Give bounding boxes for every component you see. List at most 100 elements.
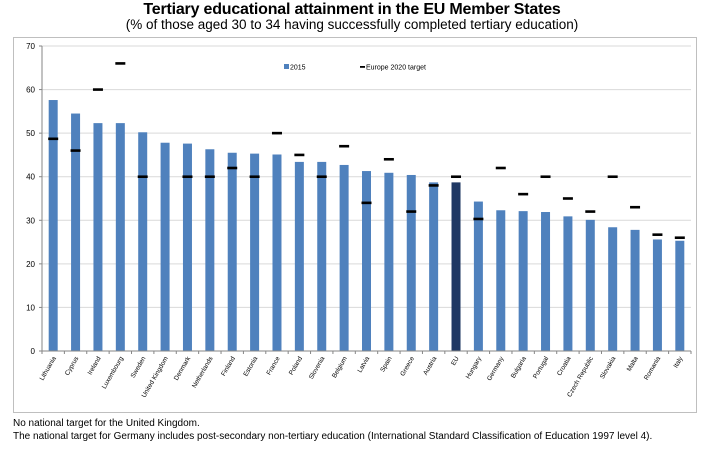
bar-estonia: [250, 153, 260, 351]
bar-austria: [429, 182, 439, 351]
target-marker-croatia: [562, 197, 573, 200]
x-tick-label: Luxembourg: [101, 355, 125, 390]
target-marker-romania: [652, 233, 663, 236]
legend-swatch-2015: [284, 64, 289, 69]
x-tick-label: Slovenia: [308, 355, 327, 380]
x-tick-label: Estonia: [242, 355, 259, 378]
x-tick-label: Hungary: [465, 355, 484, 380]
y-tick-label: 50: [26, 129, 35, 138]
bar-bulgaria: [518, 211, 528, 351]
x-tick-label: Germany: [486, 355, 506, 382]
bar-denmark: [182, 143, 192, 351]
target-marker-portugal: [540, 175, 551, 179]
x-tick-label: Malta: [626, 355, 640, 373]
target-marker-cyprus: [70, 149, 81, 152]
x-tick-label: Croatia: [556, 355, 573, 377]
x-tick-label: Romania: [643, 355, 662, 381]
y-tick-label: 10: [26, 303, 35, 312]
x-tick-label: Netherlands: [191, 355, 215, 390]
legend-swatch-target: [360, 66, 365, 68]
bar-hungary: [473, 201, 483, 351]
chart-subtitle: (% of those aged 30 to 34 having success…: [125, 17, 579, 32]
target-marker-hungary: [473, 217, 484, 221]
bar-poland: [294, 161, 304, 351]
target-marker-slovakia: [607, 175, 618, 179]
x-tick-label: Cyprus: [64, 355, 81, 377]
bar-italy: [675, 240, 685, 351]
bar-united-kingdom: [160, 142, 170, 351]
bar-spain: [384, 172, 394, 351]
x-tick-label: Greece: [399, 355, 416, 377]
legend-label-2015: 2015: [290, 65, 306, 72]
target-marker-netherlands: [204, 175, 215, 179]
x-tick-label: Spain: [379, 355, 394, 373]
x-tick-label: EU: [450, 355, 461, 367]
footnote-uk: No national target for the United Kingdo…: [13, 418, 200, 429]
target-marker-bulgaria: [518, 192, 529, 196]
bar-slovakia: [608, 227, 618, 351]
bar-belgium: [339, 164, 349, 351]
target-marker-finland: [227, 166, 238, 170]
target-marker-eu: [451, 175, 462, 179]
bar-sweden: [138, 132, 148, 351]
x-tick-label: Italy: [673, 355, 685, 369]
target-marker-italy: [674, 236, 685, 240]
target-marker-malta: [630, 205, 641, 209]
bar-luxembourg: [115, 123, 125, 351]
bar-czech-republic: [585, 219, 595, 351]
target-marker-czech-republic: [585, 210, 596, 213]
x-tick-label: Finland: [220, 355, 237, 377]
bar-lithuania: [48, 100, 58, 352]
x-tick-label: Bulgaria: [510, 355, 528, 379]
bar-portugal: [541, 212, 551, 351]
target-marker-france: [271, 131, 282, 135]
x-tick-label: Denmark: [173, 355, 193, 382]
y-tick-label: 0: [31, 347, 36, 356]
y-tick-label: 20: [26, 260, 35, 269]
bar-france: [272, 154, 282, 351]
x-tick-label: Lithuania: [39, 355, 58, 382]
y-axis: 0 10 20 30 40 50 60 70: [26, 42, 43, 356]
y-tick-label: 70: [26, 42, 35, 51]
x-tick-label: France: [266, 355, 282, 376]
x-tick-label: Belgium: [331, 356, 349, 380]
target-marker-belgium: [339, 144, 350, 148]
footnote-germany: The national target for Germany includes…: [13, 431, 653, 442]
legend-label-target: Europe 2020 target: [366, 65, 426, 72]
target-marker-austria: [428, 184, 439, 187]
target-marker-spain: [383, 157, 394, 161]
bar-eu: [451, 182, 461, 351]
x-tick-label: Slovakia: [599, 355, 618, 380]
target-marker-poland: [294, 153, 305, 157]
target-marker-ireland: [92, 88, 103, 91]
bar-greece: [406, 174, 416, 351]
bars-2015: [48, 100, 685, 352]
target-marker-latvia: [361, 201, 372, 205]
bar-croatia: [563, 216, 573, 351]
y-tick-label: 60: [26, 86, 35, 95]
bar-ireland: [93, 123, 103, 351]
x-tick-label: Poland: [288, 355, 304, 376]
legend: 2015 Europe 2020 target: [284, 64, 426, 72]
target-marker-greece: [406, 210, 417, 213]
target-marker-germany: [495, 166, 506, 170]
x-tick-label: Ireland: [87, 355, 103, 376]
bar-germany: [496, 210, 506, 351]
target-marker-luxembourg: [115, 62, 126, 65]
x-tick-label: Latvia: [356, 355, 371, 374]
x-tick-label: Sweden: [130, 355, 148, 379]
target-markers: [48, 62, 685, 240]
x-tick-label: Portugal: [532, 355, 550, 380]
target-marker-denmark: [182, 175, 193, 179]
bar-latvia: [362, 171, 371, 351]
y-tick-label: 40: [26, 173, 35, 182]
bar-cyprus: [71, 113, 81, 352]
bar-netherlands: [205, 149, 215, 351]
target-marker-sweden: [137, 175, 148, 179]
bar-romania: [652, 239, 662, 351]
x-tick-label: Austria: [422, 355, 438, 376]
chart-title: Tertiary educational attainment in the E…: [143, 1, 561, 18]
chart-frame: [13, 37, 697, 413]
